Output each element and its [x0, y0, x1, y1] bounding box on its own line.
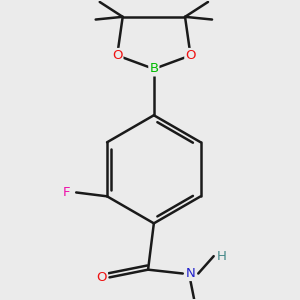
Text: O: O: [97, 271, 107, 284]
Text: N: N: [186, 267, 195, 280]
Text: F: F: [63, 186, 70, 199]
Text: H: H: [217, 250, 226, 263]
Text: O: O: [112, 49, 122, 62]
Text: B: B: [149, 62, 158, 75]
Text: O: O: [185, 49, 196, 62]
